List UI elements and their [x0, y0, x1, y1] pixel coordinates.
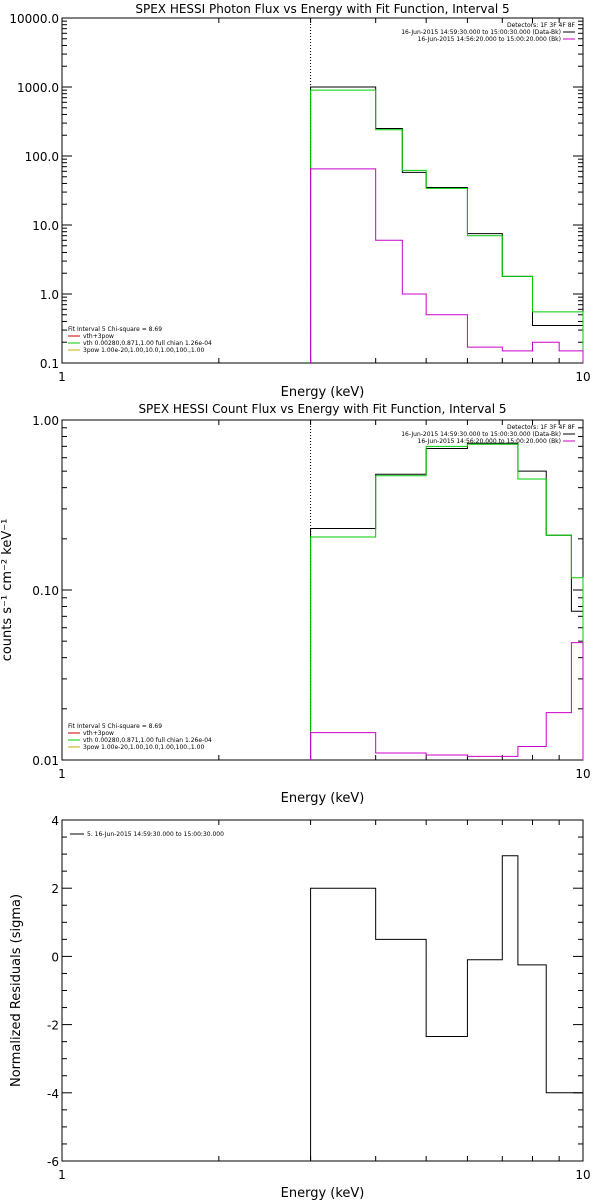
chart2-series-3-line [310, 642, 584, 760]
chart1-ytick-label: 100.0 [25, 150, 59, 164]
chart2-legend-detectors: Detectors: 1F 3F 4F 8F [507, 424, 576, 431]
chart3-series-1-line [310, 855, 584, 1161]
chart2-title: SPEX HESSI Count Flux vs Energy with Fit… [138, 402, 506, 416]
chart3-ytick-label: -6 [47, 1155, 59, 1169]
chart1-plot-frame [61, 17, 584, 364]
chart2-x-axis-label: Energy (keV) [281, 791, 365, 806]
chart3-ytick-label: -4 [47, 1087, 59, 1101]
chart1-ytick-label: 10.0 [32, 219, 59, 233]
chart2-xtick-label: 1 [58, 767, 66, 781]
chart2-legend-fit-entry: vth 0.00280,0.871,1.00 full chian 1.26e-… [83, 737, 212, 744]
chart2-xtick-label: 10 [575, 767, 590, 781]
chart3-ytick-label: 2 [51, 882, 59, 896]
chart2-series-2-line [310, 443, 584, 760]
chart1-series-3-line [310, 168, 584, 363]
chart1-legend-fit-header: Fit Interval 5 Chi-square = 8.69 [68, 326, 162, 333]
chart3-xtick-label: 1 [58, 1168, 66, 1182]
chart1-x-axis-label: Energy (keV) [281, 385, 365, 400]
chart2-legend-fit-entry: vth+3pow [83, 730, 114, 737]
chart1-legend-entry: 16-Jun-2015 14:59:30.000 to 15:00:30.000… [401, 29, 561, 36]
chart2-ytick-label: 0.01 [32, 754, 59, 768]
chart1-legend-entry: 16-Jun-2015 14:56:20.000 to 15:00:20.000… [418, 36, 561, 43]
chart1-legend-fit-entry: vth+3pow [83, 333, 114, 340]
chart1-ytick-label: 10000.0 [9, 12, 59, 26]
chart1-series-1-line [310, 86, 584, 363]
chart1-legend-fit-entry: vth 0.00280,0.871,1.00 full chian 1.26e-… [83, 340, 212, 347]
chart3-ytick-label: 0 [51, 950, 59, 964]
chart3-ytick-label: 4 [51, 814, 59, 828]
chart2-series-1-line [310, 442, 584, 760]
chart2-plot-frame [61, 419, 584, 761]
chart2-legend-fit-entry: 3pow 1.00e-20,1.00,10.0,1.00,100.,1.00 [83, 744, 204, 751]
chart2-y-axis-label: counts s⁻¹ cm⁻² keV⁻¹ [0, 519, 15, 662]
chart3-legend-entry: 5. 16-Jun-2015 14:59:30.000 to 15:00:30.… [87, 831, 224, 838]
chart1-ytick-label: 0.1 [40, 357, 59, 371]
chart1-title: SPEX HESSI Photon Flux vs Energy with Fi… [135, 2, 509, 16]
chart2-ytick-label: 1.00 [32, 414, 59, 428]
chart1-xtick-label: 1 [58, 370, 66, 384]
chart3-xtick-label: 10 [575, 1168, 590, 1182]
chart1-ytick-label: 1.0 [40, 288, 59, 302]
chart2-ytick-label: 0.10 [32, 584, 59, 598]
chart1-ytick-label: 1000.0 [17, 81, 59, 95]
chart1-legend-detectors: Detectors: 1F 3F 4F 8F [507, 22, 576, 29]
chart2-legend-fit-header: Fit Interval 5 Chi-square = 8.69 [68, 723, 162, 730]
chart3-ytick-label: -2 [47, 1019, 59, 1033]
chart1-xtick-label: 10 [575, 370, 590, 384]
chart1-legend-fit-entry: 3pow 1.00e-20,1.00,10.0,1.00,100.,1.00 [83, 347, 204, 354]
chart3-y-axis-label: Normalized Residuals (sigma) [9, 894, 24, 1087]
chart2-legend-entry: 16-Jun-2015 14:59:30.000 to 15:00:30.000… [401, 431, 561, 438]
chart3-x-axis-label: Energy (keV) [281, 1186, 365, 1200]
chart1-series-2-line [310, 89, 584, 363]
chart3-plot-frame [61, 819, 584, 1162]
chart2-legend-entry: 16-Jun-2015 14:56:20.000 to 15:00:20.000… [418, 438, 561, 445]
